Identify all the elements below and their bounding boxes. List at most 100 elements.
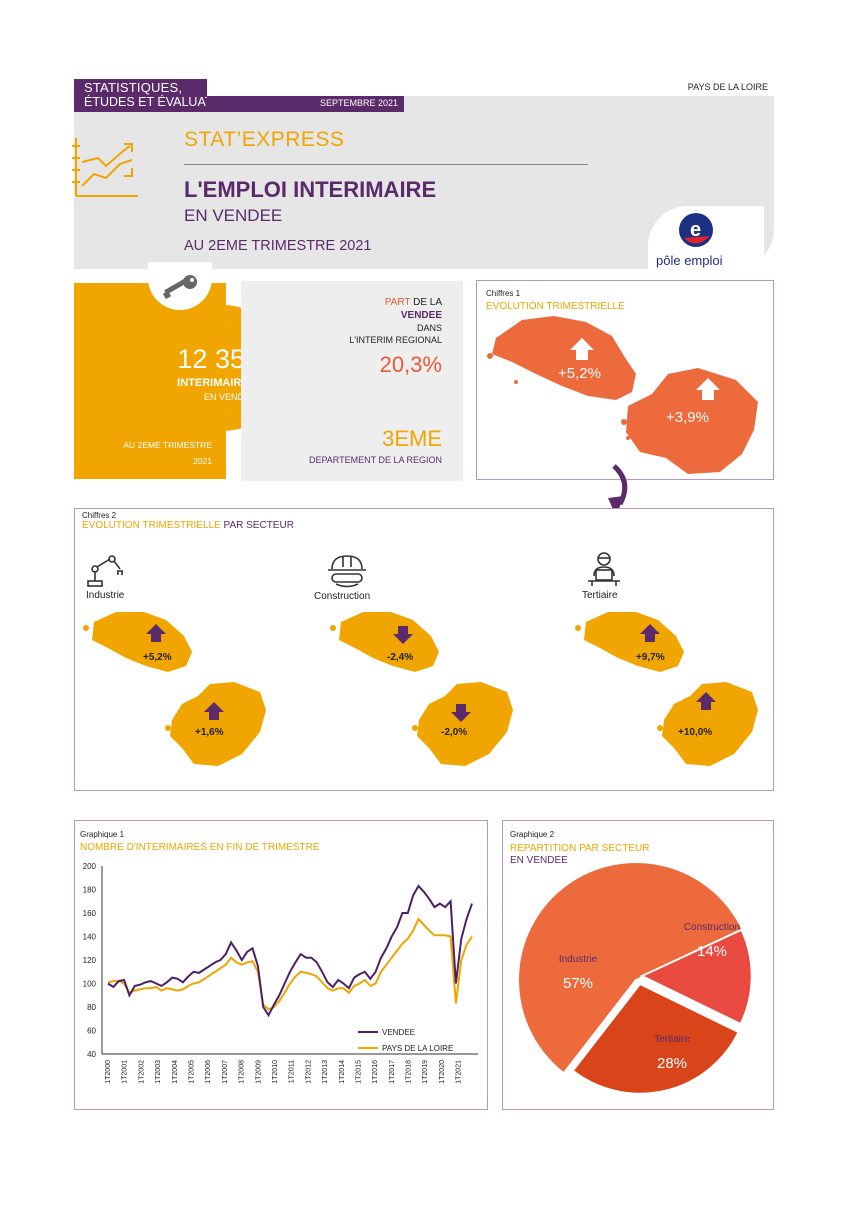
legend-label: VENDEE [382, 1028, 415, 1037]
pie-name-label: Tertiaire [654, 1034, 690, 1045]
pole-emploi-logo-text: pôle emploi [656, 253, 723, 268]
x-tick-label: 1T2003 [155, 1060, 162, 1084]
sector-maps: +5,2% +1,6% -2,4% -2,0% +9,7% +10,0% [83, 612, 758, 766]
pie-value-label: 14% [697, 943, 727, 960]
construction-dept-down-arrow [451, 704, 471, 722]
pie-slice-industrie [517, 861, 745, 1075]
sector-label-industrie: Industrie [86, 590, 125, 601]
x-tick-label: 1T2007 [222, 1060, 229, 1084]
hard-hat-icon [328, 555, 366, 588]
key-icon [162, 275, 197, 300]
x-tick-label: 1T2021 [456, 1060, 463, 1084]
series-line2: ÉTUDES ET ÉVALUATIONS [84, 95, 244, 109]
pole-emploi-logo-mark: e [679, 213, 713, 247]
region-map [492, 316, 636, 400]
pole-emploi-logo: e pôle emploi [648, 206, 764, 270]
region-value: +5,2% [558, 365, 601, 382]
interim-count-label: INTERIMAIRES [177, 377, 256, 389]
x-tick-label: 1T2011 [289, 1060, 296, 1083]
x-tick-label: 1T2008 [239, 1060, 246, 1084]
trend-chart-icon [72, 138, 138, 197]
industrie-region-up-arrow [146, 624, 166, 642]
chiffres1-maps: +5,2% +3,9% [487, 316, 758, 474]
x-tick-label: 1T2004 [172, 1060, 179, 1084]
sector-label-tertiaire: Tertiaire [582, 590, 618, 601]
pie-slice-construction [639, 928, 753, 1026]
y-tick-label: 180 [83, 886, 97, 895]
x-tick-label: 1T2014 [339, 1060, 346, 1084]
x-tick-label: 1T2005 [188, 1060, 195, 1084]
share-vendee: VENDEE [400, 310, 442, 321]
x-tick-label: 1T2009 [255, 1060, 262, 1084]
share-interim: L'INTERIM REGIONAL [349, 335, 442, 345]
x-tick-label: 1T2017 [389, 1060, 396, 1084]
pie-value-label: 57% [563, 975, 593, 992]
region-label: PAYS DE LA LOIRE [687, 82, 768, 92]
series-logo-box: STATISTIQUES, ÉTUDES ET ÉVALUATIONS [74, 79, 243, 112]
chiffres2-title-orange: EVOLUTION TRIMESTRIELLE [82, 520, 221, 531]
x-tick-label: 1T2001 [122, 1060, 129, 1084]
y-tick-label: 200 [83, 862, 97, 871]
y-tick-label: 60 [87, 1027, 96, 1036]
x-tick-label: 1T2002 [138, 1060, 145, 1084]
rank-value: 3EME [382, 426, 442, 451]
graph1-label: Graphique 1 [80, 830, 125, 839]
sector-maps-industrie: +5,2% +1,6% [83, 612, 266, 766]
industrie-dept-up-arrow [204, 702, 224, 720]
x-tick-label: 1T2015 [355, 1060, 362, 1084]
graph2-subtitle: EN VENDEE [510, 855, 568, 866]
date-box: SEPTEMBRE 2021 [207, 96, 404, 112]
header-white-notch [74, 79, 774, 96]
page-title: L'EMPLOI INTERIMAIRE [184, 177, 437, 202]
share-value: 20,3% [379, 352, 442, 377]
x-tick-label: 1T2000 [105, 1060, 112, 1084]
share-part: PART [384, 297, 411, 308]
interim-count-sublabel: EN VENDEE [203, 392, 256, 402]
chiffres1-label: Chiffres 1 [486, 289, 521, 298]
sector-maps-construction: -2,4% -2,0% [330, 612, 513, 766]
sector-maps-tertiaire: +9,7% +10,0% [575, 612, 758, 766]
x-tick-label: 1T2010 [272, 1060, 279, 1084]
dept-up-arrow [696, 378, 720, 400]
keyfigure-period-line2: 2021 [193, 456, 212, 466]
line-chart: 40 60 80 100 120 140 160 180 200 1T2000 1T2001 1T20… [83, 862, 478, 1084]
construction-region-down-arrow [393, 626, 413, 644]
y-tick-label: 80 [87, 1003, 96, 1012]
y-tick-label: 120 [83, 956, 97, 965]
tertiaire-dept-value: +10,0% [678, 727, 712, 738]
svg-text:e: e [690, 219, 701, 241]
share-de-la: DE LA [410, 297, 442, 308]
dept-map [626, 368, 758, 474]
series-line-vendee [107, 884, 473, 1018]
graph2-title: REPARTITION PAR SECTEUR [510, 843, 650, 854]
keyfigure-grey-panel [241, 281, 463, 481]
pie-value-label: 28% [657, 1055, 687, 1072]
industrie-region-value: +5,2% [143, 652, 172, 663]
pie-name-label: Construction [684, 922, 740, 933]
share-dans: DANS [416, 323, 442, 333]
keyfigure-period-line1: AU 2EME TRIMESTRE [123, 440, 212, 450]
page-subtitle: EN VENDEE [184, 206, 283, 225]
office-worker-icon [588, 552, 620, 586]
curved-arrow-icon [608, 464, 628, 516]
industrial-robot-icon [87, 555, 123, 587]
x-tick-label: 1T2016 [372, 1060, 379, 1084]
chiffres2-label: Chiffres 2 [82, 511, 117, 520]
y-tick-label: 100 [83, 980, 97, 989]
x-tick-label: 1T2019 [422, 1060, 429, 1084]
graph1-title: NOMBRE D'INTERIMAIRES EN FIN DE TRIMESTR… [80, 842, 320, 853]
x-tick-label: 1T2020 [439, 1060, 446, 1084]
share-line1: PART DE LA [300, 297, 442, 308]
rank-label: DEPARTEMENT DE LA REGION [308, 455, 442, 465]
page-period: AU 2EME TRIMESTRE 2021 [184, 238, 372, 254]
industrie-dept-value: +1,6% [195, 727, 224, 738]
construction-dept-value: -2,0% [441, 727, 467, 738]
x-tick-label: 1T2013 [322, 1060, 329, 1084]
series-line1: STATISTIQUES, [84, 80, 183, 95]
pie-name-label: Industrie [559, 954, 598, 965]
chiffres2-title: EVOLUTION TRIMESTRIELLE PAR SECTEUR [82, 520, 294, 531]
x-tick-label: 1T2006 [205, 1060, 212, 1084]
x-tick-label: 1T2012 [305, 1060, 312, 1084]
y-tick-label: 140 [83, 933, 97, 942]
y-tick-label: 40 [87, 1050, 96, 1059]
